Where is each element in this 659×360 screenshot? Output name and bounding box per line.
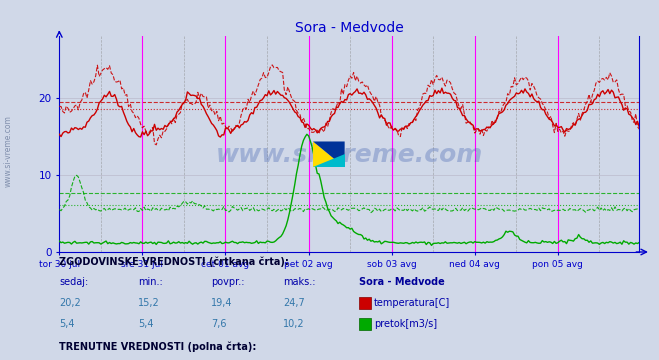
Text: 20,2: 20,2: [59, 298, 81, 309]
Text: www.si-vreme.com: www.si-vreme.com: [215, 143, 483, 167]
Polygon shape: [313, 141, 345, 167]
Text: temperatura[C]: temperatura[C]: [374, 298, 450, 309]
Text: 5,4: 5,4: [59, 319, 75, 329]
Text: 19,4: 19,4: [211, 298, 233, 309]
Text: ZGODOVINSKE VREDNOSTI (črtkana črta):: ZGODOVINSKE VREDNOSTI (črtkana črta):: [59, 256, 289, 267]
Text: 5,4: 5,4: [138, 319, 154, 329]
Text: maks.:: maks.:: [283, 278, 316, 288]
Text: 10,2: 10,2: [283, 319, 305, 329]
Polygon shape: [313, 141, 345, 167]
Text: TRENUTNE VREDNOSTI (polna črta):: TRENUTNE VREDNOSTI (polna črta):: [59, 342, 257, 352]
Text: sedaj:: sedaj:: [59, 278, 88, 288]
Text: Sora - Medvode: Sora - Medvode: [359, 278, 445, 288]
Text: 24,7: 24,7: [283, 298, 305, 309]
Text: 7,6: 7,6: [211, 319, 227, 329]
Text: www.si-vreme.com: www.si-vreme.com: [4, 115, 13, 187]
Text: povpr.:: povpr.:: [211, 278, 244, 288]
Text: min.:: min.:: [138, 278, 163, 288]
Polygon shape: [313, 154, 345, 167]
Text: pretok[m3/s]: pretok[m3/s]: [374, 319, 437, 329]
Text: 15,2: 15,2: [138, 298, 160, 309]
Title: Sora - Medvode: Sora - Medvode: [295, 21, 404, 35]
